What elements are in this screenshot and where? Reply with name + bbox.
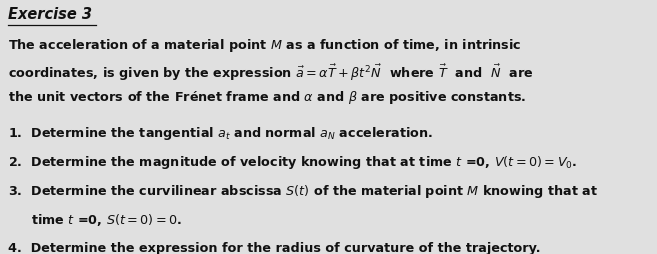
Text: Exercise 3: Exercise 3 — [8, 7, 92, 22]
Text: 1.  Determine the tangential $a_t$ and normal $a_N$ acceleration.: 1. Determine the tangential $a_t$ and no… — [8, 124, 433, 141]
Text: 4.  Determine the expression for the radius of curvature of the trajectory.: 4. Determine the expression for the radi… — [8, 241, 541, 254]
Text: 2.  Determine the magnitude of velocity knowing that at time $t$ =0, $V(t = 0)= : 2. Determine the magnitude of velocity k… — [8, 153, 578, 170]
Text: coordinates, is given by the expression $\vec{a} = \alpha\vec{T} + \beta t^2\vec: coordinates, is given by the expression … — [8, 63, 534, 83]
Text: time $t$ =0, $S(t = 0) = 0$.: time $t$ =0, $S(t = 0) = 0$. — [31, 212, 182, 228]
Text: The acceleration of a material point $M$ as a function of time, in intrinsic: The acceleration of a material point $M$… — [8, 37, 522, 54]
Text: the unit vectors of the Frénet frame and $\alpha$ and $\beta$ are positive const: the unit vectors of the Frénet frame and… — [8, 89, 526, 106]
Text: 3.  Determine the curvilinear abscissa $S(t)$ of the material point $M$ knowing : 3. Determine the curvilinear abscissa $S… — [8, 182, 599, 199]
